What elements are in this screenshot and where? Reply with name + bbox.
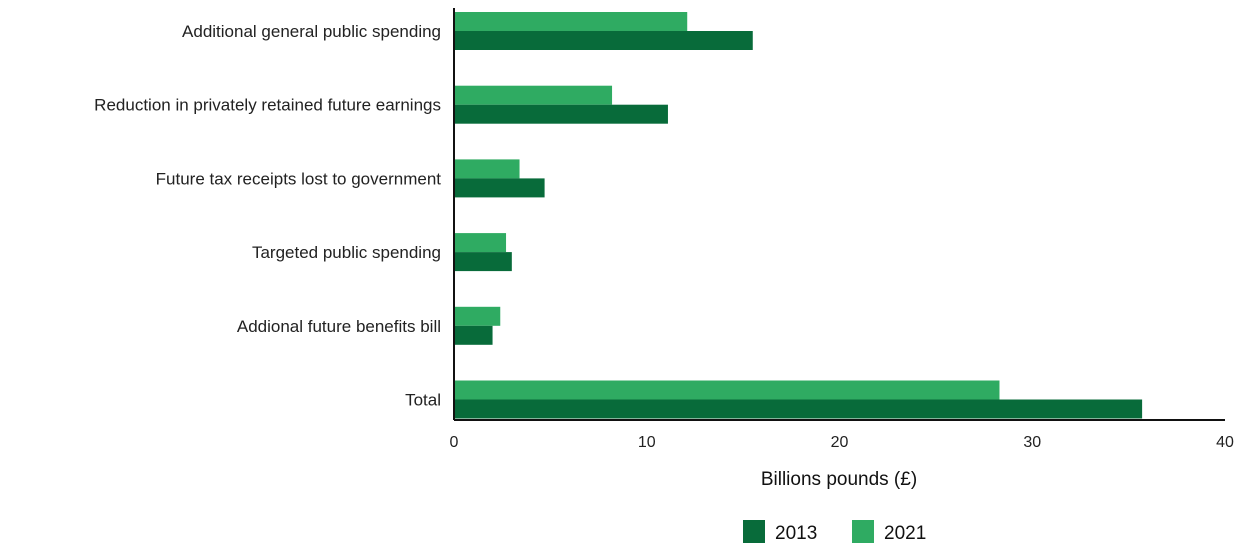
category-label: Future tax receipts lost to government bbox=[156, 169, 442, 188]
x-axis-title: Billions pounds (£) bbox=[761, 469, 917, 490]
bar-2021-3 bbox=[454, 233, 507, 253]
x-tick-label: 40 bbox=[1216, 434, 1234, 451]
legend: 2013 2021 bbox=[743, 520, 926, 544]
bar-2013-2 bbox=[454, 178, 545, 198]
bars-group bbox=[454, 12, 1143, 419]
category-label: Addional future benefits bill bbox=[237, 317, 441, 336]
x-tick-label: 30 bbox=[1023, 434, 1041, 451]
legend-swatch-2013 bbox=[743, 520, 765, 543]
legend-label-2013: 2013 bbox=[775, 523, 817, 544]
bar-2013-3 bbox=[454, 252, 512, 272]
category-label: Reduction in privately retained future e… bbox=[94, 96, 441, 115]
category-labels: Additional general public spending Reduct… bbox=[94, 22, 441, 410]
x-tick-labels: 0 10 20 30 40 bbox=[450, 434, 1234, 451]
bar-2021-1 bbox=[454, 85, 613, 105]
bar-2021-0 bbox=[454, 12, 688, 31]
bar-2021-5 bbox=[454, 380, 1000, 400]
x-tick-label: 10 bbox=[638, 434, 656, 451]
legend-swatch-2021 bbox=[852, 520, 874, 543]
bar-2021-2 bbox=[454, 159, 520, 179]
bar-2013-0 bbox=[454, 31, 753, 50]
bar-2013-1 bbox=[454, 104, 668, 124]
bar-2013-5 bbox=[454, 399, 1143, 419]
category-label: Targeted public spending bbox=[252, 243, 441, 262]
bar-2013-4 bbox=[454, 325, 493, 345]
category-label: Total bbox=[405, 391, 441, 410]
bar-2021-4 bbox=[454, 306, 501, 326]
category-label: Additional general public spending bbox=[182, 22, 441, 41]
legend-label-2021: 2021 bbox=[884, 523, 926, 544]
x-tick-label: 0 bbox=[450, 434, 459, 451]
x-tick-label: 20 bbox=[831, 434, 849, 451]
